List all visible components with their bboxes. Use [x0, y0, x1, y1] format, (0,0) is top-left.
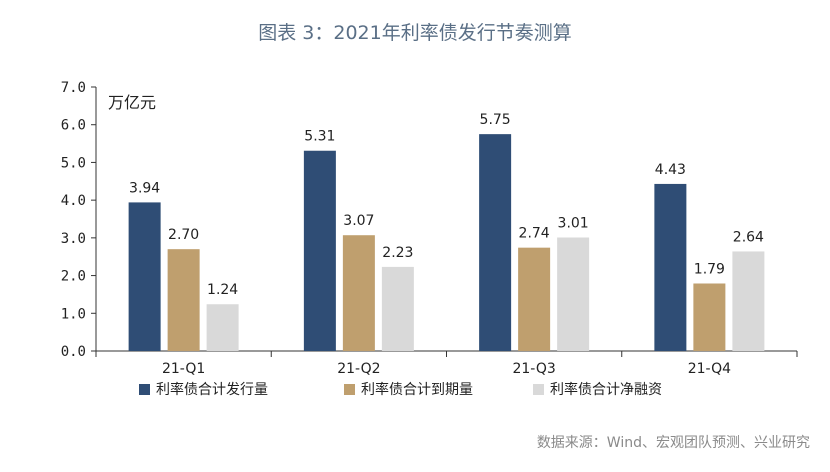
data-label: 1.24 — [207, 282, 238, 298]
y-tick-label: 7.0 — [61, 80, 86, 96]
legend-label: 利率债合计发行量 — [156, 381, 268, 398]
data-label: 3.01 — [558, 215, 589, 231]
chart-legend: 利率债合计发行量 利率债合计到期量 利率债合计净融资 — [139, 381, 662, 398]
legend-swatch — [344, 384, 355, 395]
bar — [518, 247, 551, 351]
data-label: 5.75 — [480, 112, 511, 128]
data-label: 3.94 — [129, 180, 160, 196]
legend-label: 利率债合计净融资 — [550, 381, 662, 398]
chart-bars — [128, 134, 765, 351]
y-tick-label: 3.0 — [61, 231, 86, 247]
bar — [479, 134, 512, 351]
legend-label: 利率债合计到期量 — [361, 381, 473, 398]
bar — [303, 150, 336, 351]
chart-data-labels: 3.94 2.70 1.24 5.31 3.07 2.23 5.75 2.74 3.01 4.43… — [129, 112, 764, 298]
y-unit-label: 万亿元 — [108, 93, 156, 112]
bar — [693, 283, 726, 351]
bar — [654, 183, 687, 351]
bar — [206, 304, 239, 351]
x-category-label: 21-Q4 — [688, 361, 731, 377]
chart-title: 图表 3：2021年利率债发行节奏测算 — [258, 22, 572, 44]
data-label: 2.23 — [382, 245, 413, 261]
bar — [128, 202, 161, 351]
bar — [381, 266, 414, 351]
data-label: 2.74 — [519, 226, 550, 242]
bar — [342, 235, 375, 351]
x-category-label: 21-Q2 — [337, 361, 380, 377]
data-label: 3.07 — [343, 213, 374, 229]
legend-swatch — [139, 384, 150, 395]
source-note: 数据来源：Wind、宏观团队预测、兴业研究 — [536, 435, 810, 451]
y-tick-label: 1.0 — [61, 306, 86, 322]
y-tick-label: 4.0 — [61, 193, 86, 209]
data-label: 4.43 — [655, 162, 686, 178]
bar — [557, 237, 590, 351]
chart-axes: 0.0 1.0 2.0 3.0 4.0 5.0 6.0 7.0 万亿元 21-Q1 21-Q2 21-… — [61, 80, 798, 377]
data-label: 2.70 — [168, 227, 199, 243]
data-label: 2.64 — [733, 229, 764, 245]
y-tick-label: 2.0 — [61, 269, 86, 285]
y-tick-label: 0.0 — [61, 344, 86, 360]
y-tick-label: 5.0 — [61, 155, 86, 171]
x-category-label: 21-Q1 — [162, 361, 205, 377]
bar — [167, 249, 200, 351]
y-tick-label: 6.0 — [61, 118, 86, 134]
x-category-label: 21-Q3 — [512, 361, 555, 377]
data-label: 5.31 — [304, 129, 335, 145]
legend-swatch — [533, 384, 544, 395]
data-label: 1.79 — [694, 261, 725, 277]
bar — [732, 251, 765, 351]
